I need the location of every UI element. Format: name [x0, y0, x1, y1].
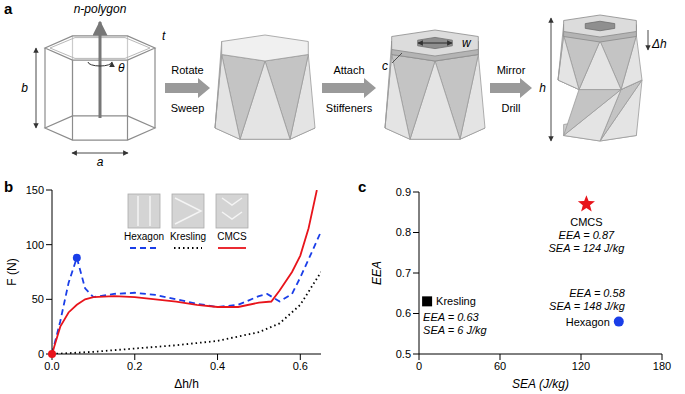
- svg-text:c: c: [358, 178, 366, 195]
- svg-text:0.5: 0.5: [396, 348, 411, 360]
- svg-text:Sweep: Sweep: [171, 102, 205, 114]
- svg-text:0: 0: [38, 348, 44, 360]
- svg-text:100: 100: [26, 239, 44, 251]
- svg-text:Attach: Attach: [333, 64, 364, 76]
- svg-text:CMCS: CMCS: [570, 216, 602, 228]
- svg-text:0.9: 0.9: [396, 186, 411, 198]
- svg-text:Kresling: Kresling: [170, 231, 206, 242]
- svg-text:Δh: Δh: [651, 37, 667, 51]
- svg-text:SEA = 6 J/kg: SEA = 6 J/kg: [423, 324, 487, 336]
- svg-text:SEA = 148 J/kg: SEA = 148 J/kg: [549, 300, 626, 312]
- svg-text:b: b: [21, 81, 28, 95]
- svg-text:EEA = 0.63: EEA = 0.63: [423, 311, 479, 323]
- svg-text:0.0: 0.0: [44, 360, 59, 372]
- svg-text:60: 60: [494, 360, 506, 372]
- svg-text:t: t: [162, 29, 166, 43]
- svg-text:0: 0: [416, 360, 422, 372]
- svg-text:θ: θ: [118, 61, 125, 75]
- svg-text:Mirror: Mirror: [497, 64, 526, 76]
- svg-text:a: a: [97, 155, 104, 169]
- svg-text:0.2: 0.2: [127, 360, 142, 372]
- svg-text:0.6: 0.6: [293, 360, 308, 372]
- svg-text:Δh/h: Δh/h: [174, 377, 199, 391]
- svg-text:Hexagon: Hexagon: [566, 316, 610, 328]
- svg-text:Hexagon: Hexagon: [124, 231, 164, 242]
- svg-text:Stiffeners: Stiffeners: [326, 102, 373, 114]
- svg-text:0.4: 0.4: [210, 360, 225, 372]
- svg-text:a: a: [4, 0, 13, 17]
- svg-text:SEA (J/kg): SEA (J/kg): [512, 377, 569, 391]
- svg-text:w: w: [462, 36, 472, 50]
- svg-text:Rotate: Rotate: [171, 64, 203, 76]
- svg-text:150: 150: [26, 184, 44, 196]
- svg-text:0.6: 0.6: [396, 307, 411, 319]
- svg-text:Drill: Drill: [502, 102, 521, 114]
- svg-text:0.7: 0.7: [396, 267, 411, 279]
- svg-text:180: 180: [653, 360, 671, 372]
- svg-text:c: c: [382, 59, 388, 73]
- svg-text:EEA = 0.87: EEA = 0.87: [559, 229, 615, 241]
- svg-text:0.8: 0.8: [396, 226, 411, 238]
- svg-text:EEA: EEA: [370, 261, 384, 285]
- svg-text:EEA = 0.58: EEA = 0.58: [569, 287, 625, 299]
- svg-text:Kresling: Kresling: [436, 295, 476, 307]
- svg-text:b: b: [4, 178, 13, 195]
- svg-text:SEA = 124 J/kg: SEA = 124 J/kg: [549, 242, 626, 254]
- svg-text:n-polygon: n-polygon: [74, 2, 127, 16]
- svg-text:F (N): F (N): [5, 258, 19, 285]
- svg-text:CMCS: CMCS: [217, 231, 247, 242]
- svg-text:50: 50: [32, 293, 44, 305]
- svg-text:h: h: [539, 81, 546, 95]
- svg-text:120: 120: [572, 360, 590, 372]
